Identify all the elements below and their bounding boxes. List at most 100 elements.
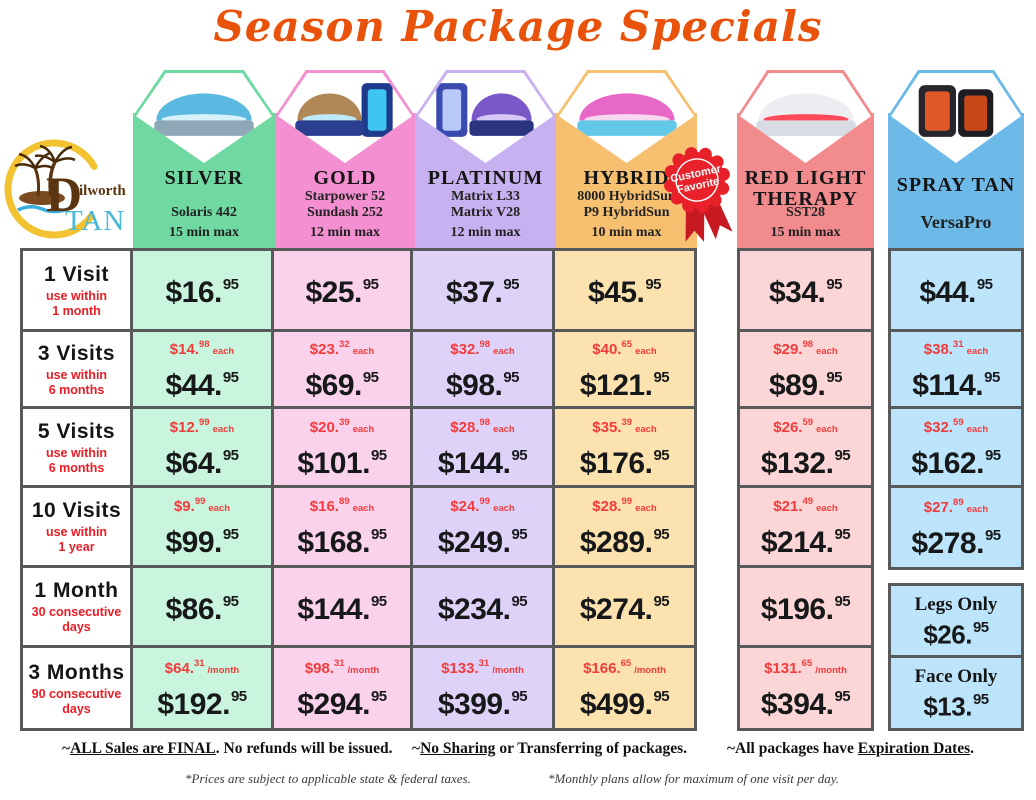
price-cell-redlight-1-month: $196.95 — [740, 568, 871, 645]
per-unit-price: $29.98each — [773, 338, 838, 358]
column-model-name: Matrix V28 — [450, 205, 521, 220]
package-price: $234.95 — [437, 592, 528, 626]
row-note: use within — [45, 445, 108, 460]
per-unit-price: $64.31/month — [164, 657, 240, 677]
row-title: 10 Visits — [31, 499, 122, 522]
column-model-name: Matrix L33 — [451, 189, 520, 204]
package-price: $132.95 — [760, 446, 851, 480]
package-price: $289.95 — [579, 526, 670, 559]
package-price: $144.95 — [437, 446, 528, 480]
machine-image — [918, 85, 994, 137]
logo-letter-d: D — [46, 166, 82, 222]
row-note: use within — [45, 525, 108, 539]
row-label-3-months: 3 Months 90 consecutive days — [23, 648, 130, 728]
package-price: $25.95 — [305, 276, 379, 309]
logo-word-ilworth: ilworth — [79, 183, 126, 199]
note-post: . No refunds will be issued. — [215, 740, 393, 757]
per-unit-price: $40.65each — [592, 338, 657, 358]
package-price: $196.95 — [760, 592, 851, 626]
package-price: $86.95 — [165, 592, 239, 626]
price-cell-silver-5-visits: $12.99each $64.95 — [133, 409, 271, 485]
per-unit-price: $26.59each — [773, 416, 838, 436]
row-label-1-visit: 1 Visit use within 1 month — [23, 251, 130, 329]
package-price: $168.95 — [297, 526, 387, 559]
per-unit-price: $166.65/month — [583, 657, 666, 677]
price-cell-platinum-3-visits: $32.98each $98.95 — [413, 332, 552, 406]
machine-image — [755, 93, 856, 136]
column-title: RED LIGHT THERAPY — [744, 167, 867, 210]
per-unit-price: $21.49each — [773, 496, 838, 515]
price-cell-silver-1-month: $86.95 — [133, 568, 271, 645]
logo-word-tan: TAN — [65, 205, 125, 237]
row-note: 30 consecutive — [31, 605, 122, 619]
column-model-name: P9 HybridSun — [583, 205, 670, 220]
row-label-5-visits: 5 Visits use within 6 months — [23, 409, 130, 485]
price-cell-hybrid-3-visits: $40.65each $121.95 — [555, 332, 694, 406]
column-model-name: SST28 — [786, 205, 825, 220]
price-cell-hybrid-5-visits: $35.39each $176.95 — [555, 409, 694, 485]
per-unit-price: $27.89each — [923, 497, 989, 516]
column-max-time: 12 min max — [450, 225, 521, 240]
price-cell-redlight-1-visit: $34.95 — [740, 251, 871, 329]
spray-extra-face-only: Face Only $13.95 — [891, 658, 1021, 728]
package-price: $176.95 — [579, 446, 670, 480]
price-cell-hybrid-1-visit: $45.95 — [555, 251, 694, 329]
per-unit-price: $12.99each — [169, 416, 235, 436]
package-price: $34.95 — [768, 276, 843, 309]
column-title: GOLD — [313, 167, 377, 189]
price-cell-silver-3-months: $64.31/month $192.95 — [133, 648, 271, 728]
per-unit-price: $14.98each — [169, 338, 235, 358]
footer-note-expiration: ~All packages have Expiration Dates. — [727, 740, 974, 758]
customer-favorite-badge: Customer Favorite — [651, 142, 743, 246]
row-note: 90 consecutive — [31, 686, 122, 701]
note-underlined: No Sharing — [420, 740, 496, 757]
extra-label: Face Only — [914, 666, 998, 688]
package-price: $13.95 — [923, 691, 989, 722]
note-post: or Transferring of packages. — [495, 740, 688, 757]
per-unit-price: $23.32each — [309, 338, 375, 358]
machine-image — [295, 83, 393, 137]
package-price: $499.95 — [579, 687, 670, 721]
package-price: $278.95 — [911, 527, 1001, 560]
row-label-3-visits: 3 Visits use within 6 months — [23, 332, 130, 406]
column-header-gold: GOLD Starpower 52 Sundash 252 12 min max — [275, 70, 415, 248]
per-unit-price: $24.99each — [450, 496, 515, 515]
row-title: 1 Month — [34, 579, 119, 602]
per-unit-price: $38.31each — [923, 338, 989, 358]
price-cell-spray-3-visits: $38.31each $114.95 — [891, 332, 1021, 406]
per-unit-price: $133.31/month — [441, 657, 524, 677]
column-title: PLATINUM — [427, 167, 544, 189]
package-price: $26.95 — [923, 618, 989, 650]
package-price: $114.95 — [912, 368, 1000, 402]
package-price: $394.95 — [760, 687, 851, 721]
package-price: $64.95 — [165, 446, 239, 480]
price-cell-redlight-3-months: $131.65/month $394.95 — [740, 648, 871, 728]
row-note: 1 year — [58, 540, 95, 554]
machine-image — [435, 83, 534, 137]
price-cell-silver-10-visits: $9.99each $99.95 — [133, 488, 271, 565]
column-max-time: 15 min max — [169, 225, 239, 240]
price-cell-spray-1-visit: $44.95 — [891, 251, 1021, 329]
price-cell-gold-5-visits: $20.39each $101.95 — [274, 409, 410, 485]
column-header-silver: SILVER Solaris 442 15 min max — [133, 70, 275, 248]
column-max-time: 15 min max — [770, 225, 841, 240]
column-header-platinum: PLATINUM Matrix L33 Matrix V28 12 min max — [415, 70, 556, 248]
package-price: $44.95 — [919, 276, 993, 309]
row-label-10-visits: 10 Visits use within 1 year — [23, 488, 130, 565]
note-underlined: Expiration Dates — [857, 740, 971, 757]
extra-label: Legs Only — [914, 593, 998, 615]
package-price: $16.95 — [165, 276, 239, 309]
price-cell-silver-3-visits: $14.98each $44.95 — [133, 332, 271, 406]
column-title: SILVER — [164, 167, 244, 189]
per-unit-price: $28.99each — [592, 496, 657, 515]
row-note: use within — [45, 367, 108, 382]
price-cell-platinum-3-months: $133.31/month $399.95 — [413, 648, 552, 728]
row-title: 5 Visits — [37, 419, 116, 443]
price-cell-redlight-3-visits: $29.98each $89.95 — [740, 332, 871, 406]
price-cell-redlight-5-visits: $26.59each $132.95 — [740, 409, 871, 485]
row-note: days — [62, 620, 91, 634]
column-header-hybrid: HYBRID 8000 HybridSun P9 HybridSun 10 min… — [556, 70, 697, 248]
red-light-therapy-price-column: $34.95 $29.98each $89.95 $26.59each $132… — [737, 248, 874, 731]
spray-tan-extras: Legs Only $26.95 Face Only $13.95 — [888, 583, 1024, 731]
